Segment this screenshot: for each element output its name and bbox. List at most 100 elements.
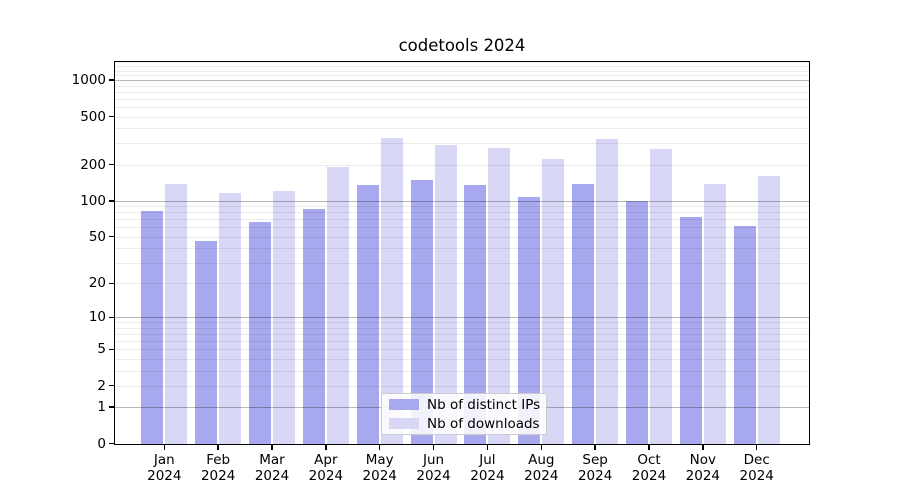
- gridline-minor-6: [114, 341, 810, 343]
- gridline-minor-400: [114, 128, 810, 130]
- x-tick-label-oct: Oct 2024: [631, 452, 667, 484]
- gridline-minor-200: [114, 164, 810, 166]
- bar-distinct-ips-sep: [572, 184, 595, 445]
- y-tick-label-50: 50: [88, 228, 106, 245]
- gridline-minor-1300: [114, 66, 810, 68]
- x-tick-apr: [325, 444, 327, 450]
- y-tick-200: [108, 163, 114, 166]
- y-tick-label-100: 100: [80, 192, 106, 209]
- gridline-minor-5: [114, 349, 810, 351]
- x-tick-label-may: May 2024: [362, 452, 397, 484]
- gridline-major-10: [114, 317, 810, 319]
- x-tick-mar: [271, 444, 273, 450]
- legend-swatch-distinct-ips: [389, 399, 419, 410]
- bar-downloads-feb: [219, 193, 242, 445]
- legend-swatch-downloads: [389, 418, 419, 429]
- x-tick-oct: [648, 444, 650, 450]
- bar-downloads-sep: [596, 139, 619, 445]
- x-tick-dec: [755, 444, 758, 450]
- bar-distinct-ips-jun: [410, 180, 433, 445]
- y-tick-label-1000: 1000: [71, 72, 106, 89]
- gridline-minor-300: [114, 143, 810, 145]
- gridline-minor-9: [114, 322, 810, 324]
- x-tick-jun: [432, 444, 435, 450]
- x-tick-feb: [217, 444, 219, 450]
- x-tick-aug: [540, 444, 543, 450]
- bar-downloads-nov: [703, 183, 726, 445]
- gridline-minor-20: [114, 283, 810, 285]
- bar-distinct-ips-nov: [679, 217, 702, 445]
- x-tick-jul: [486, 444, 489, 450]
- y-tick-1000: [108, 79, 114, 81]
- bar-downloads-oct: [649, 149, 672, 445]
- gridline-minor-700: [114, 98, 810, 100]
- bar-downloads-mar: [273, 190, 295, 445]
- y-tick-10: [108, 316, 114, 319]
- y-tick-0: [108, 442, 114, 445]
- x-tick-label-jun: Jun 2024: [416, 452, 451, 484]
- gridline-minor-70: [114, 219, 810, 221]
- gridline-minor-1200: [114, 70, 810, 72]
- gridline-minor-2: [114, 385, 810, 387]
- y-tick-label-20: 20: [88, 275, 106, 292]
- bar-downloads-apr: [326, 166, 349, 445]
- legend: Nb of distinct IPs Nb of downloads: [381, 393, 547, 435]
- y-tick-label-0: 0: [97, 435, 106, 452]
- gridline-minor-3: [114, 370, 810, 372]
- bar-distinct-ips-mar: [249, 221, 271, 445]
- bar-distinct-ips-aug: [518, 196, 541, 445]
- gridline-minor-60: [114, 227, 810, 229]
- y-tick-label-1: 1: [97, 399, 106, 416]
- bar-distinct-ips-apr: [302, 208, 325, 445]
- y-tick-2: [108, 384, 114, 387]
- x-tick-label-sep: Sep 2024: [577, 452, 613, 484]
- gridline-minor-50: [114, 236, 810, 238]
- gridline-minor-800: [114, 91, 810, 93]
- y-tick-500: [108, 115, 114, 118]
- x-tick-sep: [594, 444, 596, 450]
- x-tick-label-aug: Aug 2024: [524, 452, 559, 484]
- x-tick-may: [378, 444, 381, 450]
- legend-item-downloads: Nb of downloads: [389, 415, 540, 432]
- y-tick-label-500: 500: [80, 108, 106, 125]
- gridline-minor-30: [114, 262, 810, 264]
- plot-border: [114, 61, 810, 445]
- x-tick-label-dec: Dec 2024: [739, 452, 774, 484]
- gridline-minor-600: [114, 106, 810, 108]
- gridline-major-100: [114, 200, 810, 202]
- bar-distinct-ips-dec: [733, 226, 756, 445]
- bar-distinct-ips-jan: [141, 211, 164, 445]
- x-tick-nov: [702, 444, 704, 450]
- x-tick-label-jul: Jul 2024: [470, 452, 505, 484]
- y-tick-label-200: 200: [80, 156, 106, 173]
- y-tick-label-2: 2: [97, 377, 106, 394]
- gridline-major-1000: [114, 80, 810, 82]
- gridline-minor-40: [114, 248, 810, 250]
- bar-distinct-ips-oct: [625, 200, 648, 445]
- x-tick-label-apr: Apr 2024: [308, 452, 344, 484]
- bar-downloads-may: [380, 137, 403, 445]
- bar-downloads-dec: [757, 176, 780, 445]
- y-tick-label-10: 10: [88, 309, 106, 326]
- chart-title: codetools 2024: [398, 36, 526, 55]
- bar-downloads-jul: [488, 148, 511, 445]
- y-tick-1: [108, 406, 114, 408]
- y-tick-5: [108, 348, 114, 351]
- x-tick-label-nov: Nov 2024: [685, 452, 721, 484]
- y-tick-100: [108, 200, 114, 202]
- gridline-minor-1100: [114, 75, 810, 77]
- y-tick-50: [108, 235, 114, 238]
- x-tick-label-jan: Jan 2024: [147, 452, 182, 484]
- y-tick-20: [108, 282, 114, 285]
- legend-label-downloads: Nb of downloads: [427, 415, 540, 432]
- y-tick-label-5: 5: [97, 341, 106, 358]
- gridline-minor-80: [114, 212, 810, 214]
- x-tick-label-mar: Mar 2024: [254, 452, 290, 484]
- gridline-minor-900: [114, 85, 810, 87]
- x-tick-label-feb: Feb 2024: [200, 452, 236, 484]
- gridline-minor-90: [114, 206, 810, 208]
- gridline-minor-8: [114, 327, 810, 329]
- legend-item-distinct-ips: Nb of distinct IPs: [389, 397, 540, 413]
- gridline-minor-4: [114, 358, 810, 360]
